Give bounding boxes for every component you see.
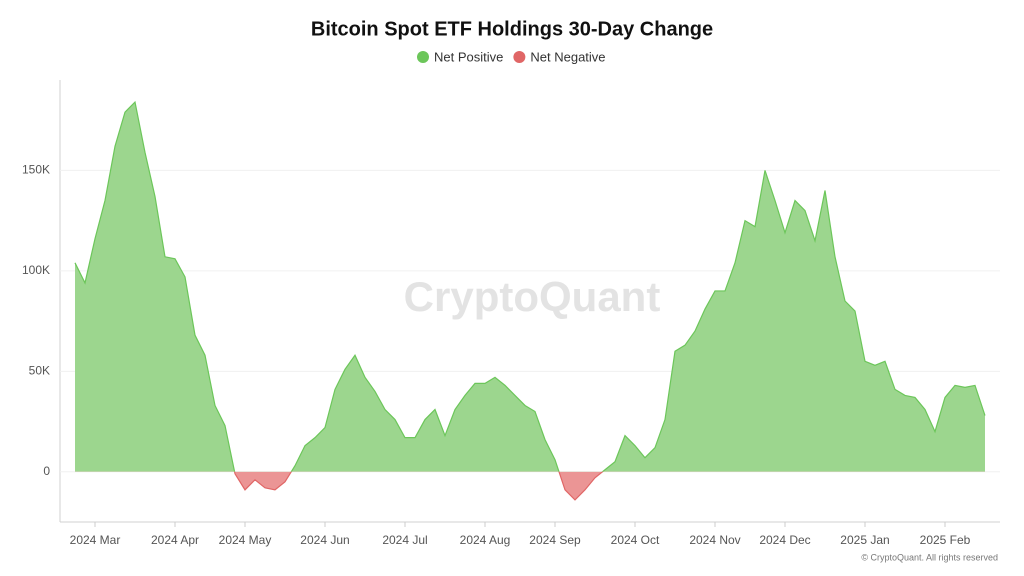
x-tick-label: 2024 Oct bbox=[611, 533, 660, 547]
x-tick-label: 2024 Jun bbox=[300, 533, 349, 547]
x-tick-label: 2024 Aug bbox=[460, 533, 511, 547]
legend-swatch bbox=[513, 51, 526, 63]
watermark: CryptoQuant bbox=[404, 273, 661, 320]
credit: © CryptoQuant. All rights reserved bbox=[861, 552, 998, 562]
chart-title: Bitcoin Spot ETF Holdings 30-Day Change bbox=[311, 18, 713, 40]
positive-line bbox=[74, 100, 986, 472]
x-tick-label: 2024 Jul bbox=[382, 533, 427, 547]
y-tick-label: 100K bbox=[22, 263, 50, 277]
y-tick-label: 50K bbox=[29, 363, 50, 377]
legend-swatch bbox=[417, 51, 429, 63]
x-tick-label: 2024 Mar bbox=[70, 533, 121, 547]
x-tick-label: 2025 Feb bbox=[920, 533, 971, 547]
positive-area bbox=[75, 102, 985, 472]
x-tick-label: 2024 May bbox=[219, 533, 272, 547]
x-tick-label: 2024 Apr bbox=[151, 533, 199, 547]
x-tick-label: 2024 Nov bbox=[689, 533, 740, 547]
x-tick-label: 2024 Sep bbox=[529, 533, 581, 547]
x-tick-label: 2024 Dec bbox=[759, 533, 810, 547]
y-tick-label: 150K bbox=[22, 163, 50, 177]
legend-label: Net Positive bbox=[434, 49, 503, 64]
x-tick-label: 2025 Jan bbox=[840, 533, 889, 547]
legend: Net Positive Net Negative bbox=[417, 49, 606, 64]
y-tick-label: 0 bbox=[43, 464, 50, 478]
legend-label: Net Negative bbox=[530, 49, 605, 64]
